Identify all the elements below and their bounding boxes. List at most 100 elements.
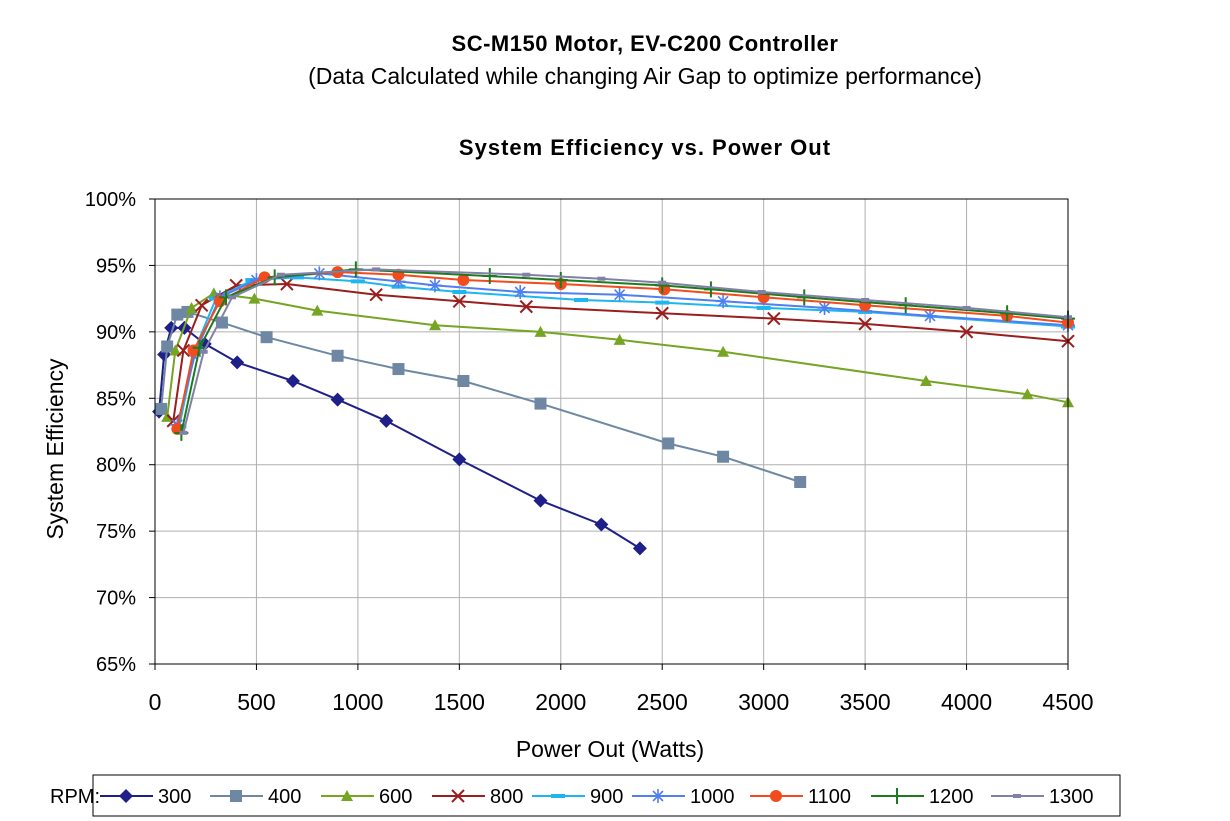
series-1300-rpm <box>179 267 1072 435</box>
data-point <box>861 297 870 302</box>
series-400-rpm <box>155 305 807 488</box>
page-subtitle: (Data Calculated while changing Air Gap … <box>308 63 982 89</box>
data-point <box>260 331 273 344</box>
legend-label: 400 <box>268 786 301 808</box>
data-point <box>192 339 207 356</box>
legend-marker <box>119 789 133 803</box>
data-point <box>379 413 394 428</box>
data-point <box>534 325 547 337</box>
data-point <box>350 279 365 284</box>
y-axis-label: System Efficiency <box>42 358 68 540</box>
series-line <box>158 326 641 550</box>
legend-marker <box>551 794 565 798</box>
x-axis-label: Power Out (Watts) <box>516 736 704 762</box>
data-point <box>655 306 669 320</box>
legend-label: 900 <box>590 786 623 808</box>
data-point <box>757 290 766 294</box>
y-tick-label: 75% <box>96 521 136 543</box>
data-point <box>228 295 237 300</box>
data-point <box>311 304 324 316</box>
series-800-rpm <box>166 277 1075 428</box>
legend-item-400: 400 <box>210 786 301 808</box>
data-point <box>248 292 261 304</box>
data-point <box>369 287 383 302</box>
data-point <box>194 298 209 312</box>
x-tick-label: 4500 <box>1042 689 1093 715</box>
legend-item-800: 800 <box>432 786 523 808</box>
data-point <box>574 297 589 302</box>
legend-item-300: 300 <box>100 786 191 808</box>
legend-item-1100: 1100 <box>750 786 851 808</box>
x-tick-label: 3000 <box>738 689 789 715</box>
data-point <box>597 276 606 281</box>
data-point <box>519 299 533 314</box>
data-point <box>199 349 208 354</box>
data-point <box>372 267 381 272</box>
legend-marker <box>1013 794 1021 798</box>
x-tick-label: 2000 <box>535 689 586 715</box>
data-point <box>703 281 718 298</box>
data-point <box>919 375 932 387</box>
axis-tick-labels: 0 500 1000 1500 2000 2500 3000 3500 4000 4500 65% 7… <box>85 189 1094 715</box>
legend-label: 1200 <box>929 786 974 808</box>
data-point <box>331 349 344 362</box>
page-title: SC-M150 Motor, EV-C200 Controller <box>451 31 839 56</box>
x-tick-label: 2500 <box>637 689 688 715</box>
series-line <box>160 310 801 483</box>
x-tick-label: 1500 <box>434 689 485 715</box>
data-point <box>594 517 609 532</box>
data-point <box>452 452 467 467</box>
data-point <box>161 340 174 353</box>
data-point <box>155 402 168 415</box>
data-point <box>179 430 188 435</box>
data-point <box>632 541 647 556</box>
data-point <box>391 274 406 289</box>
data-point <box>655 277 670 294</box>
x-tick-label: 4000 <box>941 689 992 715</box>
y-tick-label: 95% <box>96 255 136 277</box>
legend-item-1300: 1300 <box>991 786 1094 808</box>
data-point <box>280 277 294 291</box>
y-tick-label: 100% <box>85 189 136 211</box>
data-point <box>1021 388 1034 400</box>
data-point <box>533 493 548 508</box>
data-point <box>898 297 913 314</box>
data-point <box>662 437 675 450</box>
data-point <box>1000 305 1015 322</box>
data-point <box>522 272 531 277</box>
x-tick-label: 3500 <box>840 689 891 715</box>
data-point <box>169 344 182 356</box>
data-point <box>797 289 812 306</box>
data-point <box>513 285 528 299</box>
data-point <box>249 273 264 288</box>
series-1000-rpm <box>170 266 1075 432</box>
x-tick-label: 0 <box>149 689 162 715</box>
legend-marker <box>451 789 465 803</box>
data-point <box>716 294 731 309</box>
data-point <box>658 280 667 285</box>
data-point <box>457 274 470 287</box>
data-point <box>756 305 771 310</box>
legend-label: 1100 <box>808 786 851 808</box>
chart-title: System Efficiency vs. Power Out <box>458 135 832 160</box>
legend-label: 1000 <box>690 786 735 808</box>
legend-marker <box>770 790 782 802</box>
data-point <box>767 311 781 326</box>
series-line <box>182 268 1069 434</box>
data-point <box>330 392 345 407</box>
legend: RPM: 300 400 600 800 900 1000 1100 1200 1300 <box>50 774 1121 817</box>
data-point <box>276 272 285 277</box>
data-point <box>452 294 467 309</box>
data-point <box>452 290 467 294</box>
legend-label: 600 <box>379 786 412 808</box>
y-tick-label: 90% <box>96 322 136 344</box>
x-tick-label: 500 <box>237 689 275 715</box>
data-point <box>427 278 442 293</box>
x-tick-label: 1000 <box>332 689 383 715</box>
legend-marker <box>341 790 353 801</box>
series-300-rpm <box>152 320 647 556</box>
y-tick-label: 70% <box>96 588 136 610</box>
data-point <box>285 374 300 389</box>
data-point <box>171 308 184 321</box>
data-point <box>428 319 441 331</box>
